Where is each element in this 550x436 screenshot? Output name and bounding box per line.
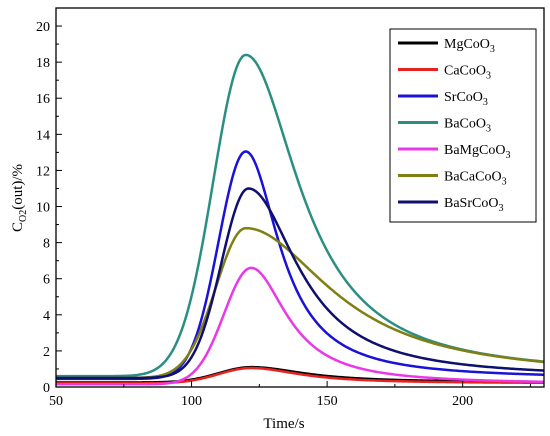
x-axis-title: Time/s	[263, 416, 304, 432]
x-tick-label: 150	[317, 394, 338, 409]
x-tick-label: 50	[49, 394, 63, 409]
y-tick-label: 20	[36, 20, 50, 35]
y-axis-title: CO2(out)/%	[10, 164, 29, 232]
series-layer	[56, 53, 544, 386]
ticks-layer: 50 100 150 200 0 2 4 6 8 10 12 14 16 18 20	[36, 20, 531, 409]
legend-label: BaCaCoO3	[444, 170, 507, 188]
y-tick-label: 4	[43, 309, 50, 324]
x-tick-label: 200	[452, 394, 473, 409]
legend-label: BaMgCoO3	[444, 143, 510, 161]
legend-box	[389, 28, 537, 223]
legend: MgCoO3 CaCoO3 SrCoO3 BaCoO3 BaMgCoO3 BaCaCoO3…	[389, 28, 537, 223]
legend-label: BaCoO3	[444, 117, 491, 135]
y-tick-label: 12	[36, 164, 50, 179]
y-tick-label: 0	[43, 381, 50, 396]
y-tick-label: 8	[43, 237, 50, 252]
y-tick-label: 16	[36, 92, 50, 107]
y-tick-label: 2	[43, 345, 50, 360]
y-tick-label: 6	[43, 273, 50, 288]
y-tick-label: 18	[36, 56, 50, 71]
legend-label: SrCoO3	[444, 90, 488, 108]
y-tick-label: 10	[36, 201, 50, 216]
legend-label: CaCoO3	[444, 64, 491, 82]
y-tick-label: 14	[36, 128, 50, 143]
legend-label: BaSrCoO3	[444, 196, 503, 214]
series-line	[56, 187, 544, 380]
plot-frame	[55, 7, 545, 388]
x-tick-label: 100	[181, 394, 202, 409]
series-line	[56, 266, 544, 386]
legend-label: MgCoO3	[444, 37, 495, 55]
